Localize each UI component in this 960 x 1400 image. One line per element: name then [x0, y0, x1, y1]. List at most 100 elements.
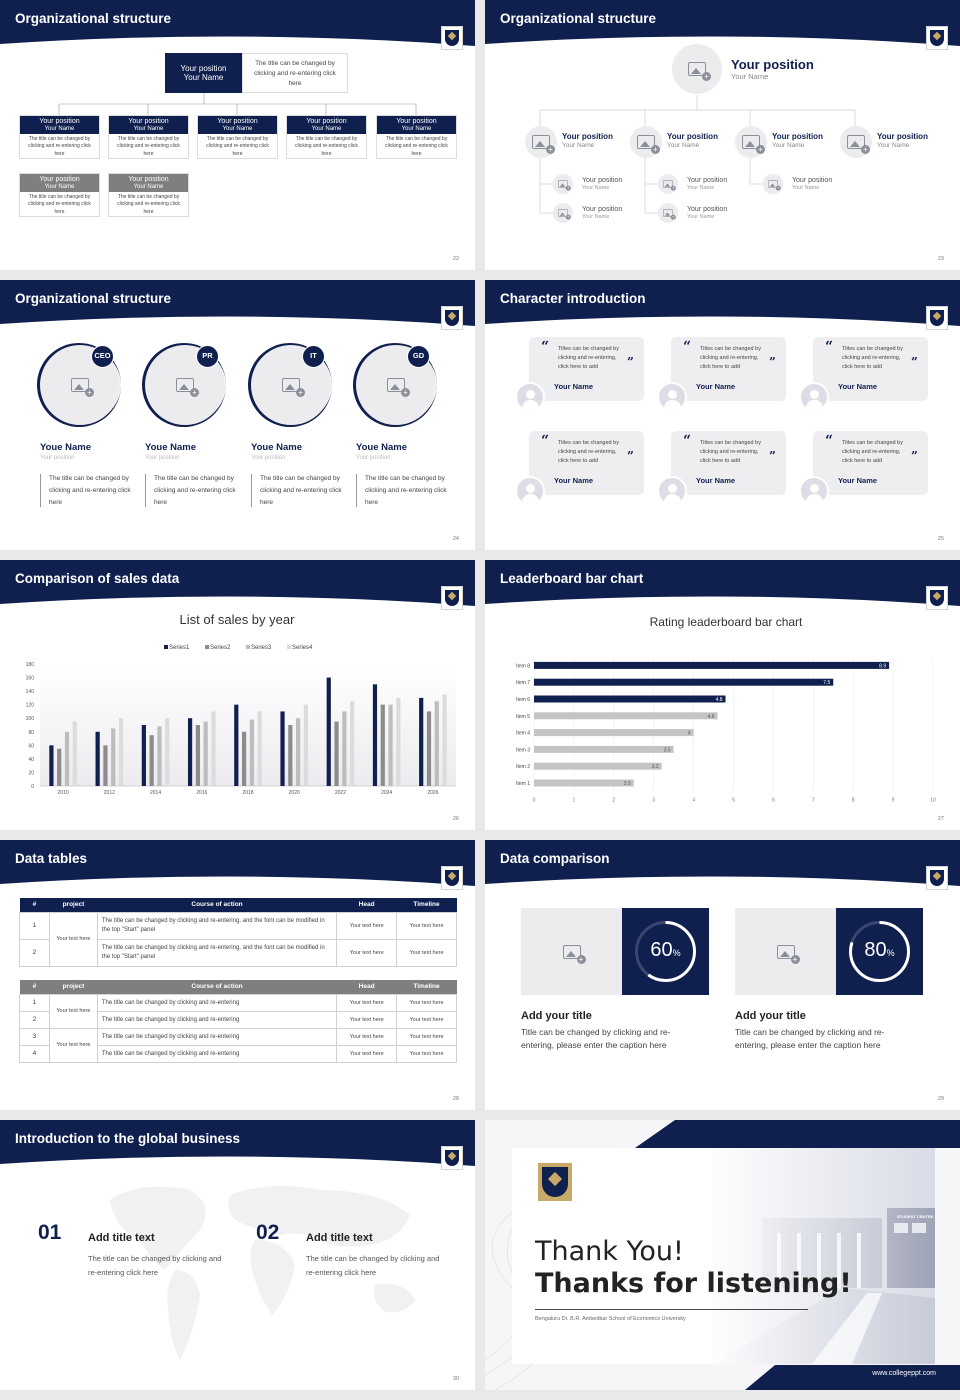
head-cell: Your text here — [336, 1010, 398, 1029]
slide-31[interactable]: STUDENT CENTRE Thank You! Thanks for lis… — [485, 1120, 960, 1390]
bar — [396, 697, 401, 786]
course-cell: The title can be changed by clicking and… — [96, 1010, 338, 1029]
shield-icon — [445, 1150, 459, 1166]
name-label: Your Name — [667, 141, 700, 149]
quote-text: Titles can be changed by clicking and re… — [558, 440, 619, 465]
percent-number: 80 — [864, 939, 887, 961]
x-tick-label: 0 — [533, 797, 536, 803]
x-tick-label: 2020 — [289, 790, 300, 796]
shield-icon — [542, 1167, 568, 1197]
slide-28[interactable]: Data tables # project Course of action Head… — [0, 840, 475, 1110]
avatar[interactable] — [658, 203, 678, 223]
position-label: Your position — [687, 206, 728, 213]
head-cell: Your text here — [336, 911, 398, 940]
x-tick-label: 9 — [892, 797, 895, 803]
image-placeholder-icon — [742, 135, 765, 154]
profile-ring — [248, 343, 332, 427]
position-label: Your position — [306, 118, 347, 125]
shield-icon — [930, 310, 944, 326]
avatar[interactable] — [799, 476, 829, 506]
person-desc: The title can be changed by clicking and… — [154, 475, 236, 507]
row-number: 2 — [19, 1010, 50, 1029]
header-band — [0, 840, 475, 886]
percent-value: 60% — [622, 939, 709, 962]
slide-title: Leaderboard bar chart — [500, 571, 644, 586]
bar — [49, 745, 54, 786]
slide-23[interactable]: Organizational structure Your position Y… — [485, 0, 960, 270]
quote-close-icon: ” — [769, 355, 776, 369]
avatar[interactable] — [658, 174, 678, 194]
slide-29[interactable]: Data comparison 60% Add your title Title c… — [485, 840, 960, 1110]
header-band — [0, 0, 475, 46]
person-name: Youe Name — [145, 442, 197, 453]
bar — [111, 728, 116, 786]
website-url[interactable]: www.collegeppt.com — [872, 1370, 936, 1377]
university-logo — [926, 866, 948, 890]
y-tick-label: Item 5 — [516, 714, 530, 720]
slide-30[interactable]: Introduction to the global business 01 Ad… — [0, 1120, 475, 1390]
bar — [534, 661, 890, 669]
person-desc: The title can be changed by clicking and… — [49, 475, 131, 507]
legend-swatch — [246, 645, 250, 649]
row-number: 3 — [19, 1027, 50, 1046]
item-desc: The title can be changed by clicking and… — [88, 1254, 222, 1278]
timeline-cell: Your text here — [396, 938, 457, 967]
sub-position: Your position Your Name — [582, 206, 622, 220]
header-band — [485, 560, 960, 606]
position-label: Your position — [687, 177, 728, 184]
name-label: Your Name — [311, 125, 342, 132]
bar — [442, 694, 447, 786]
avatar[interactable] — [515, 476, 545, 506]
thanks-heading: Thanks for listening! — [535, 1268, 852, 1299]
image-placeholder-icon — [663, 209, 676, 220]
bar — [534, 779, 634, 787]
org-card: Your position Your Name The title can be c… — [19, 173, 100, 217]
project-cell: Your text here — [48, 993, 98, 1029]
avatar[interactable] — [657, 476, 687, 506]
name-label: Your Name — [877, 141, 910, 149]
slide-26[interactable]: Comparison of sales data List of sales b… — [0, 560, 475, 830]
quote-open-icon: “ — [541, 433, 550, 449]
quote-text: Titles can be changed by clicking and re… — [700, 346, 761, 371]
avatar[interactable] — [735, 126, 767, 158]
avatar[interactable] — [657, 382, 687, 412]
divider — [356, 474, 357, 507]
image-placeholder[interactable] — [521, 908, 622, 995]
slide-27[interactable]: Leaderboard bar chart Rating leaderboard… — [485, 560, 960, 830]
university-logo — [441, 26, 463, 50]
navy-accents — [635, 1120, 960, 1390]
legend-label: Series3 — [251, 645, 272, 651]
quote-author: Your Name — [838, 382, 878, 391]
avatar[interactable] — [763, 174, 783, 194]
avatar[interactable] — [799, 382, 829, 412]
avatar[interactable] — [525, 126, 557, 158]
position-label: Your position — [667, 132, 718, 141]
avatar[interactable] — [840, 126, 872, 158]
avatar[interactable] — [515, 382, 545, 412]
x-tick-label: 1 — [573, 797, 576, 803]
image-placeholder[interactable] — [735, 908, 836, 995]
header-band — [0, 1120, 475, 1166]
table-row: 1 Your text here The title can be changed … — [19, 911, 457, 967]
slide-title: Comparison of sales data — [15, 571, 180, 586]
slide-25[interactable]: Character introduction “ Titles can be ch… — [485, 280, 960, 550]
quote-open-icon: “ — [683, 339, 692, 355]
person-name: Youe Name — [251, 442, 303, 453]
y-tick-label: Item 4 — [516, 731, 530, 737]
avatar[interactable] — [553, 174, 573, 194]
avatar[interactable] — [553, 203, 573, 223]
slide-24[interactable]: Organizational structure CEO Youe Name You… — [0, 280, 475, 550]
avatar[interactable] — [630, 126, 662, 158]
item-desc: Title can be changed by clicking and re-… — [735, 1027, 885, 1051]
avatar-top[interactable] — [672, 44, 722, 94]
slide-title: Data comparison — [500, 851, 610, 866]
slide-header: Character introduction — [485, 280, 960, 340]
slide-22[interactable]: Organizational structure Your position Y… — [0, 0, 475, 270]
name-label: Your Name — [582, 213, 610, 220]
header-band — [0, 560, 475, 606]
page-number: 27 — [937, 816, 944, 822]
row-number: 1 — [19, 911, 50, 940]
header-band — [0, 280, 475, 326]
name-label: Your Name — [44, 183, 75, 190]
column-header: project — [62, 901, 85, 909]
